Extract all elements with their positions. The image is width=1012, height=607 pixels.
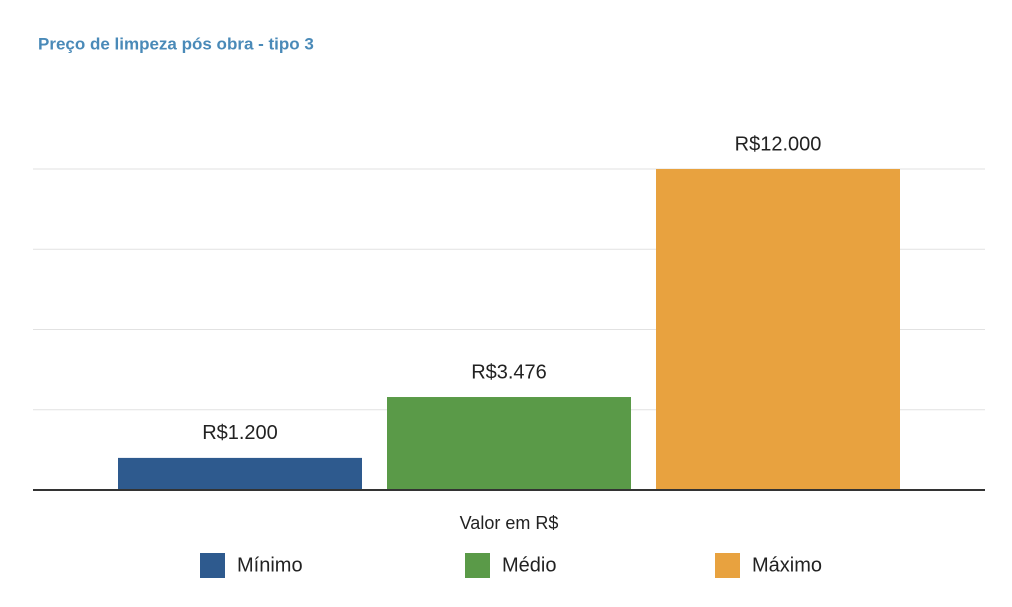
bar [387, 397, 631, 490]
legend-label: Máximo [752, 554, 822, 576]
bar [656, 169, 900, 490]
legend-swatch [465, 553, 490, 578]
chart-title: Preço de limpeza pós obra - tipo 3 [38, 34, 314, 53]
value-label: R$3.476 [471, 361, 547, 383]
legend-swatch [715, 553, 740, 578]
x-axis-label: Valor em R$ [460, 513, 559, 533]
value-label: R$12.000 [735, 133, 822, 155]
legend-label: Médio [502, 554, 556, 576]
legend-swatch [200, 553, 225, 578]
bar [118, 457, 362, 490]
legend-label: Mínimo [237, 554, 303, 576]
value-label: R$1.200 [202, 422, 278, 444]
